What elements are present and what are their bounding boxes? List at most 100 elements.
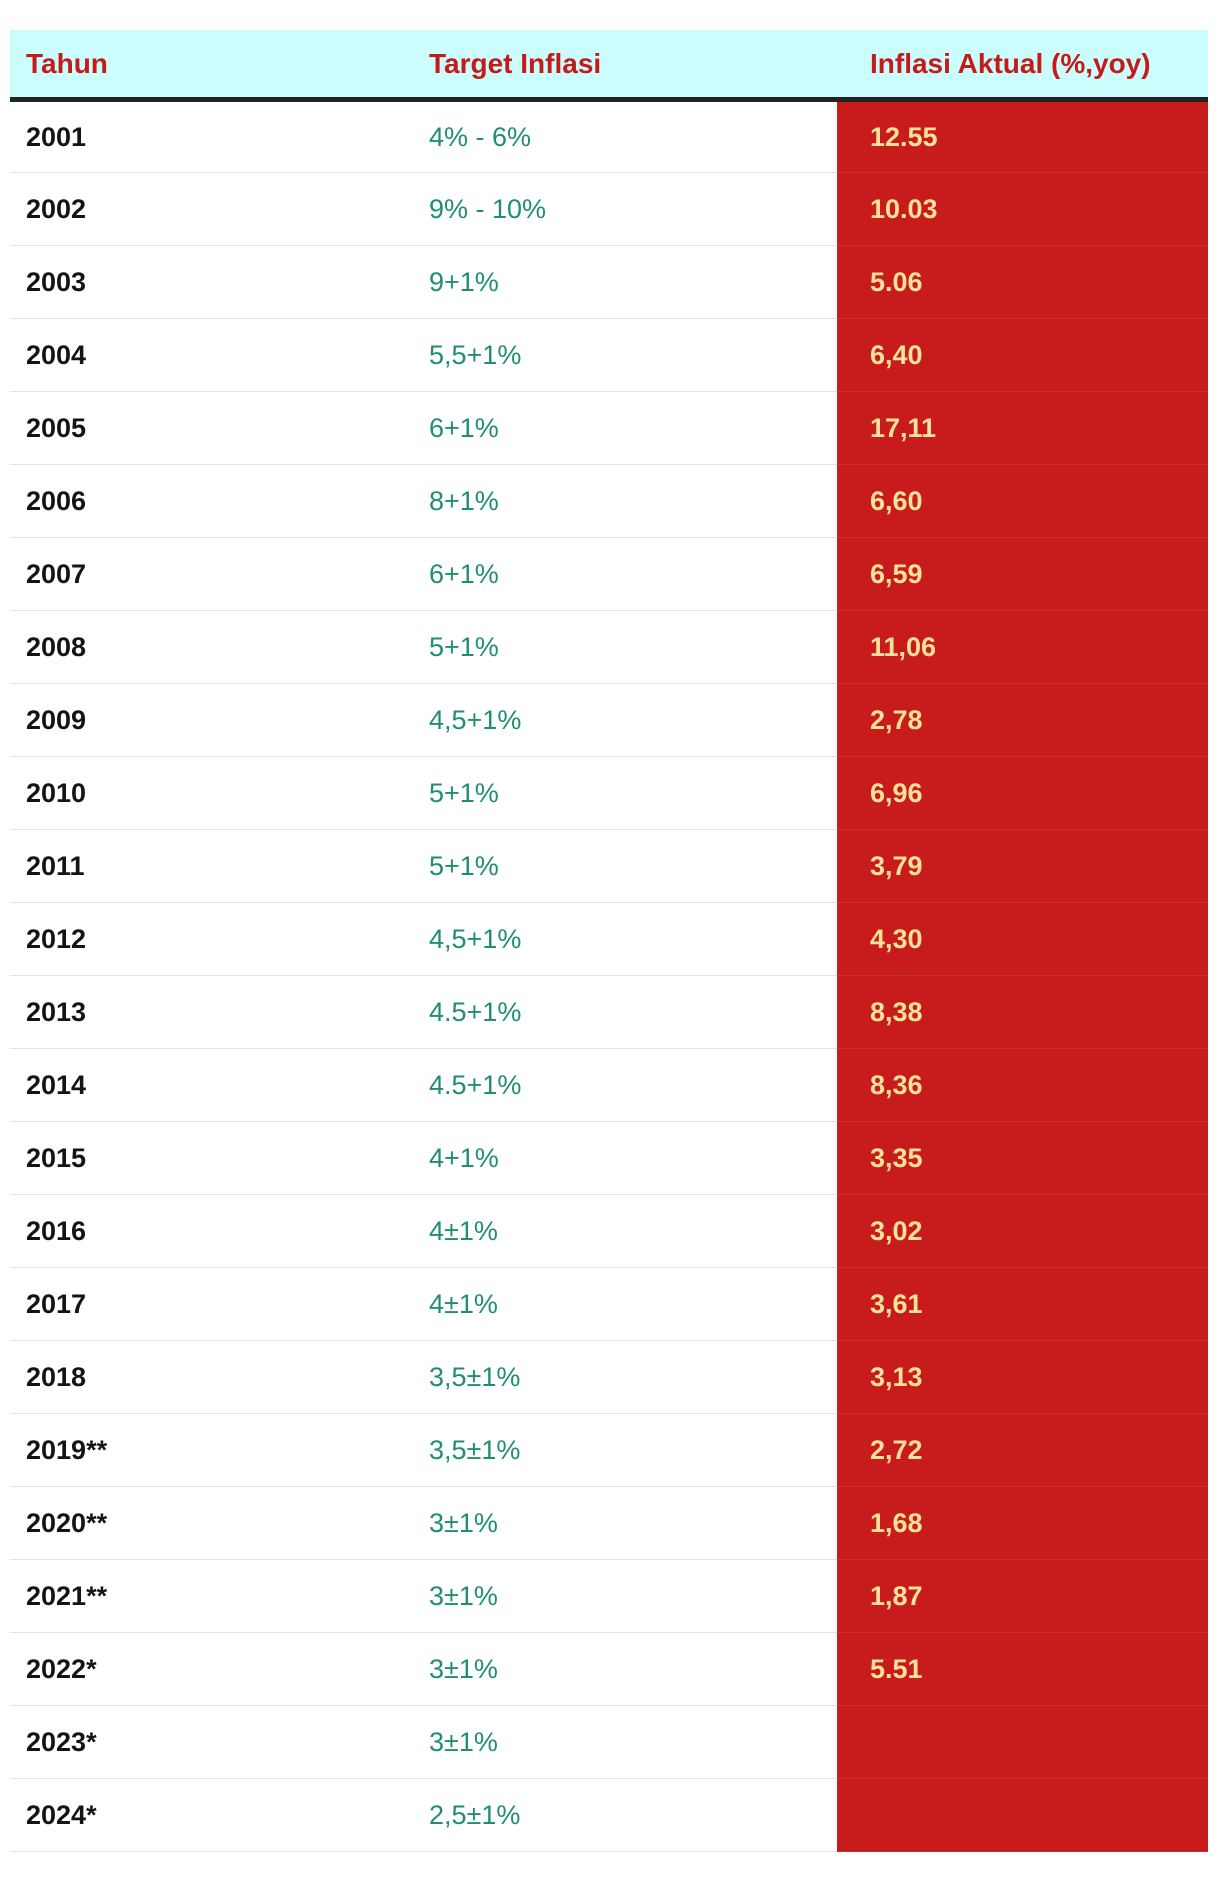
- cell-year: 2014: [10, 1048, 413, 1122]
- cell-target: 4+1%: [413, 1121, 837, 1195]
- cell-target: 3±1%: [413, 1486, 837, 1560]
- cell-year: 2023*: [10, 1705, 413, 1779]
- table-row: 2008 5+1% 11,06: [10, 610, 1208, 684]
- cell-actual: 8,36: [837, 1048, 1208, 1122]
- cell-target: 5,5+1%: [413, 318, 837, 392]
- cell-year: 2006: [10, 464, 413, 538]
- cell-target: 3,5±1%: [413, 1340, 837, 1414]
- table-row: 2006 8+1% 6,60: [10, 464, 1208, 538]
- cell-actual: 3,13: [837, 1340, 1208, 1414]
- table-row: 2003 9+1% 5.06: [10, 245, 1208, 319]
- cell-actual: 1,87: [837, 1559, 1208, 1633]
- cell-target: 5+1%: [413, 829, 837, 903]
- cell-year: 2021**: [10, 1559, 413, 1633]
- cell-actual: 3,35: [837, 1121, 1208, 1195]
- cell-target: 3,5±1%: [413, 1413, 837, 1487]
- cell-target: 5+1%: [413, 610, 837, 684]
- table-body: 2001 4% - 6% 12.55 2002 9% - 10% 10.03 2003 9+1…: [10, 99, 1208, 1852]
- cell-target: 4±1%: [413, 1267, 837, 1341]
- cell-actual: 2,72: [837, 1413, 1208, 1487]
- cell-actual: 4,30: [837, 902, 1208, 976]
- cell-year: 2020**: [10, 1486, 413, 1560]
- cell-target: 4,5+1%: [413, 683, 837, 757]
- table-row: 2015 4+1% 3,35: [10, 1121, 1208, 1195]
- cell-actual: 5.51: [837, 1632, 1208, 1706]
- cell-actual: 3,79: [837, 829, 1208, 903]
- cell-actual: 6,60: [837, 464, 1208, 538]
- table-row: 2004 5,5+1% 6,40: [10, 318, 1208, 392]
- cell-year: 2024*: [10, 1778, 413, 1852]
- table-row: 2016 4±1% 3,02: [10, 1194, 1208, 1268]
- cell-target: 4.5+1%: [413, 1048, 837, 1122]
- cell-year: 2005: [10, 391, 413, 465]
- cell-year: 2019**: [10, 1413, 413, 1487]
- table-row: 2014 4.5+1% 8,36: [10, 1048, 1208, 1122]
- cell-year: 2018: [10, 1340, 413, 1414]
- cell-target: 4,5+1%: [413, 902, 837, 976]
- cell-actual: [837, 1778, 1208, 1852]
- cell-actual: 17,11: [837, 391, 1208, 465]
- cell-target: 3±1%: [413, 1559, 837, 1633]
- table-row: 2009 4,5+1% 2,78: [10, 683, 1208, 757]
- table-row: 2018 3,5±1% 3,13: [10, 1340, 1208, 1414]
- cell-target: 4±1%: [413, 1194, 837, 1268]
- cell-year: 2002: [10, 172, 413, 246]
- table-row: 2012 4,5+1% 4,30: [10, 902, 1208, 976]
- cell-year: 2001: [10, 99, 413, 173]
- cell-year: 2022*: [10, 1632, 413, 1706]
- header-target: Target Inflasi: [413, 30, 837, 102]
- cell-year: 2011: [10, 829, 413, 903]
- table-row: 2020** 3±1% 1,68: [10, 1486, 1208, 1560]
- cell-actual: 6,96: [837, 756, 1208, 830]
- cell-target: 6+1%: [413, 391, 837, 465]
- cell-target: 9+1%: [413, 245, 837, 319]
- cell-year: 2017: [10, 1267, 413, 1341]
- table-header: Tahun Target Inflasi Inflasi Aktual (%,y…: [10, 30, 1208, 102]
- cell-year: 2012: [10, 902, 413, 976]
- header-actual: Inflasi Aktual (%,yoy): [837, 30, 1208, 102]
- cell-target: 8+1%: [413, 464, 837, 538]
- cell-year: 2003: [10, 245, 413, 319]
- cell-actual: 12.55: [837, 99, 1208, 173]
- cell-year: 2010: [10, 756, 413, 830]
- cell-actual: 3,61: [837, 1267, 1208, 1341]
- cell-target: 3±1%: [413, 1705, 837, 1779]
- inflation-table: Tahun Target Inflasi Inflasi Aktual (%,y…: [10, 30, 1208, 1852]
- cell-actual: 1,68: [837, 1486, 1208, 1560]
- cell-actual: 3,02: [837, 1194, 1208, 1268]
- cell-target: 5+1%: [413, 756, 837, 830]
- header-row: Tahun Target Inflasi Inflasi Aktual (%,y…: [10, 30, 1208, 102]
- cell-actual: 10.03: [837, 172, 1208, 246]
- cell-target: 6+1%: [413, 537, 837, 611]
- cell-year: 2008: [10, 610, 413, 684]
- table-row: 2007 6+1% 6,59: [10, 537, 1208, 611]
- inflation-table-container: Tahun Target Inflasi Inflasi Aktual (%,y…: [10, 30, 1208, 1852]
- cell-target: 2,5±1%: [413, 1778, 837, 1852]
- cell-year: 2007: [10, 537, 413, 611]
- cell-actual: [837, 1705, 1208, 1779]
- cell-actual: 2,78: [837, 683, 1208, 757]
- cell-year: 2015: [10, 1121, 413, 1195]
- cell-year: 2009: [10, 683, 413, 757]
- table-row: 2001 4% - 6% 12.55: [10, 99, 1208, 173]
- cell-target: 4% - 6%: [413, 99, 837, 173]
- cell-target: 3±1%: [413, 1632, 837, 1706]
- table-row: 2017 4±1% 3,61: [10, 1267, 1208, 1341]
- table-row: 2002 9% - 10% 10.03: [10, 172, 1208, 246]
- table-row: 2021** 3±1% 1,87: [10, 1559, 1208, 1633]
- table-row: 2011 5+1% 3,79: [10, 829, 1208, 903]
- cell-target: 9% - 10%: [413, 172, 837, 246]
- cell-actual: 8,38: [837, 975, 1208, 1049]
- cell-year: 2016: [10, 1194, 413, 1268]
- cell-target: 4.5+1%: [413, 975, 837, 1049]
- header-year: Tahun: [10, 30, 413, 102]
- cell-actual: 11,06: [837, 610, 1208, 684]
- table-row: 2024* 2,5±1%: [10, 1778, 1208, 1852]
- table-row: 2019** 3,5±1% 2,72: [10, 1413, 1208, 1487]
- cell-year: 2013: [10, 975, 413, 1049]
- table-row: 2005 6+1% 17,11: [10, 391, 1208, 465]
- table-row: 2010 5+1% 6,96: [10, 756, 1208, 830]
- cell-year: 2004: [10, 318, 413, 392]
- table-row: 2022* 3±1% 5.51: [10, 1632, 1208, 1706]
- cell-actual: 6,59: [837, 537, 1208, 611]
